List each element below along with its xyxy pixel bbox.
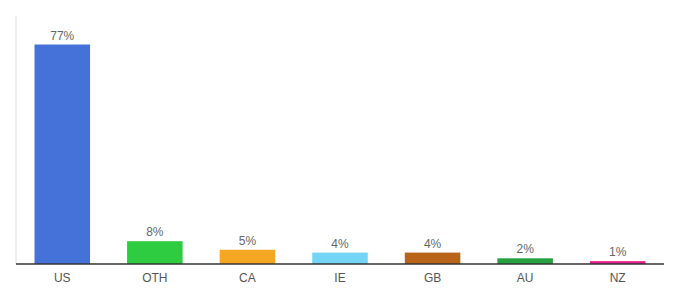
data-label: 4% xyxy=(331,237,349,251)
x-tick-label: OTH xyxy=(142,271,167,285)
bar xyxy=(127,241,183,264)
data-label: 1% xyxy=(609,245,627,259)
x-tick-label: IE xyxy=(334,271,345,285)
data-label: 8% xyxy=(146,225,164,239)
bar xyxy=(497,258,553,264)
x-tick-label: US xyxy=(54,271,71,285)
data-label: 5% xyxy=(239,234,257,248)
bar xyxy=(35,45,91,264)
y-axis-line xyxy=(16,16,17,264)
data-label: 4% xyxy=(424,237,442,251)
chart-container: 77% 8% 5% 4% 4% 2% 1% US OTH CA IE GB AU NZ xyxy=(0,0,680,300)
x-tick-label: GB xyxy=(424,271,441,285)
x-tick-label: AU xyxy=(517,271,534,285)
data-label: 2% xyxy=(516,242,534,256)
bars xyxy=(35,45,646,264)
x-tick-label: CA xyxy=(239,271,256,285)
bar xyxy=(220,250,276,264)
x-tick-label: NZ xyxy=(610,271,626,285)
bar xyxy=(405,253,461,264)
data-label: 77% xyxy=(50,29,74,43)
x-axis-line xyxy=(16,263,664,265)
chart: 77% 8% 5% 4% 4% 2% 1% US OTH CA IE GB AU NZ xyxy=(0,0,680,300)
bar xyxy=(312,253,368,264)
